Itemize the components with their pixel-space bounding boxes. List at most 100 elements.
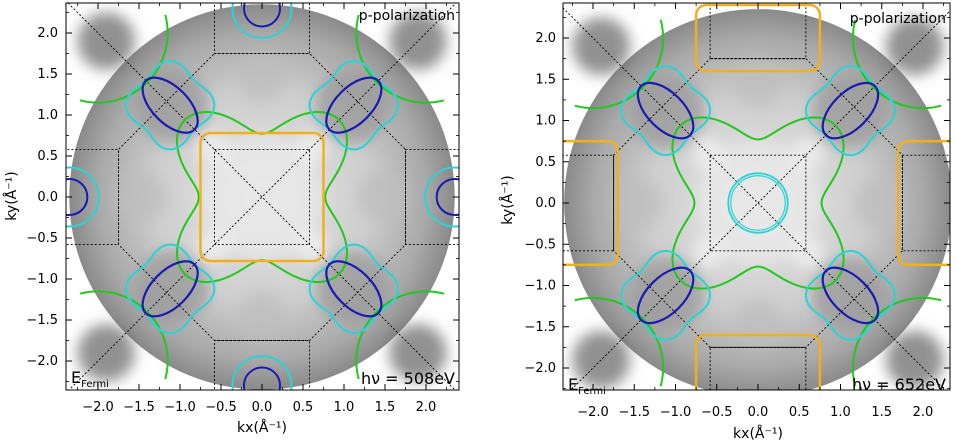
axis-ticks-left: −2.0 −1.5 −1.0 −0.5 0.0 0.5 1.0 1.5 2.0 −2.0 −1.5 −…	[26, 3, 459, 415]
x-tick-label-0: −2.0	[82, 400, 114, 415]
x-tick-label-1: −1.5	[123, 400, 155, 415]
zone-boundary-right	[563, 3, 950, 390]
fermi-surface-contours-right	[563, 3, 950, 390]
green-contour-arc-0	[355, 14, 445, 104]
intensity-blob-7	[852, 178, 903, 228]
intensity-blob-6	[733, 297, 783, 348]
x-tick-label-4: 0.0	[748, 405, 769, 420]
fermi-surface-contours-left	[66, 3, 459, 390]
y-tick-label-6: 1.0	[37, 108, 58, 123]
x-tick-label-6: 1.0	[830, 405, 851, 420]
blue-lens-1	[636, 81, 695, 140]
x-tick-label-8: 2.0	[416, 400, 437, 415]
cyan-contour-2	[804, 249, 896, 341]
blue-lens-3	[636, 266, 695, 325]
y-axis-title-right: ky(Å⁻¹)	[499, 175, 516, 224]
cyan-contour-1	[124, 59, 216, 151]
zone-octagon	[613, 58, 903, 348]
green-contour-arc-0	[851, 19, 942, 110]
blue-lens-2	[821, 266, 880, 325]
zone-octagon	[118, 53, 406, 341]
cyan-contour-2	[308, 243, 400, 335]
cyan-edge-pocket-3	[66, 166, 100, 228]
intensity-blob-8	[613, 178, 664, 228]
cyan-contour-0	[804, 65, 896, 157]
cyan-contour-0	[308, 59, 400, 151]
energy-label-left-right: EFermi	[568, 375, 606, 397]
y-tick-label-7: 1.5	[37, 67, 58, 82]
y-tick-label-8: 2.0	[535, 31, 556, 46]
orange-contour-0	[199, 131, 325, 263]
polarization-label-right: p-polarization	[850, 11, 946, 27]
blue-lens-3	[141, 260, 199, 318]
left-panel: −2.0 −1.5 −1.0 −0.5 0.0 0.5 1.0 1.5 2.0 −2.0 −1.5 −…	[3, 2, 460, 436]
cyan-contour-3	[124, 243, 216, 335]
y-tick-label-7: 1.5	[535, 72, 556, 87]
y-tick-label-2: −1.0	[26, 272, 58, 287]
plot-frame-right	[562, 2, 951, 391]
x-tick-label-4: 0.0	[252, 400, 273, 415]
intensity-blob-7	[356, 172, 406, 222]
energy-label-main-right: E	[568, 375, 578, 394]
zone-outer-square-3	[66, 148, 119, 246]
x-tick-label-7: 1.5	[375, 400, 396, 415]
blue-lens-2	[325, 260, 383, 318]
y-tick-label-5: 0.5	[535, 155, 556, 170]
orange-contour-2	[897, 139, 950, 267]
x-tick-label-2: −1.0	[660, 405, 692, 420]
cyan-edge-pocket-2	[424, 166, 459, 228]
blue-lens-0	[821, 81, 880, 140]
y-tick-label-8: 2.0	[37, 26, 58, 41]
intensity-blob-6	[237, 291, 287, 341]
zone-diagonal-2	[570, 10, 950, 390]
intensity-blob-8	[118, 172, 168, 222]
x-tick-label-3: −0.5	[205, 400, 237, 415]
y-tick-label-4: 0.0	[37, 190, 58, 205]
orange-contour-3	[563, 139, 619, 267]
green-contour-arc-3	[79, 290, 169, 380]
polarization-label-left: p-polarization	[359, 8, 455, 24]
orange-contour-1	[694, 333, 822, 390]
green-contour-arc-1	[574, 19, 665, 110]
zone-outer-square-1	[213, 340, 311, 390]
blue-edge-pocket-0	[242, 3, 282, 28]
zone-diagonal-1	[67, 3, 456, 390]
x-axis-title-right: kx(Å⁻¹)	[733, 425, 783, 441]
cyan-center-pocket-outer	[727, 172, 789, 234]
y-tick-label-3: −0.5	[524, 237, 556, 252]
y-tick-label-6: 1.0	[535, 114, 556, 129]
y-axis-title-left: ky(Å⁻¹)	[3, 171, 20, 220]
cyan-contour-1	[620, 65, 712, 157]
y-tick-label-0: −2.0	[26, 354, 58, 369]
blue-edge-pocket-3	[66, 177, 89, 217]
energy-label-left: EFermi	[71, 368, 109, 390]
axis-ticks-right: −2.0 −1.5 −1.0 −0.5 0.0 0.5 1.0 1.5 2.0−2.0−1.5−…	[524, 3, 950, 420]
y-tick-label-1: −1.5	[524, 320, 556, 335]
x-tick-label-3: −0.5	[701, 405, 733, 420]
blue-edge-pocket-1	[242, 366, 282, 390]
energy-label-sub-right: Fermi	[578, 386, 606, 397]
green-contour-arc-3	[574, 296, 665, 387]
zone-diagonal-2	[68, 3, 457, 390]
cyan-contour-3	[620, 249, 712, 341]
y-tick-label-3: −0.5	[26, 231, 58, 246]
intensity-blob-15	[389, 324, 447, 382]
zone-outer-square-0	[213, 3, 311, 54]
x-tick-label-5: 0.5	[789, 405, 810, 420]
blue-lens-1	[141, 76, 199, 134]
energy-label-main-left: E	[71, 368, 81, 387]
energy-label-sub-left: Fermi	[81, 379, 109, 390]
y-tick-label-5: 0.5	[37, 149, 58, 164]
blue-edge-pocket-2	[435, 177, 459, 217]
intensity-blob-13	[389, 12, 447, 70]
x-tick-label-6: 1.0	[334, 400, 355, 415]
right-panel: −2.0 −1.5 −1.0 −0.5 0.0 0.5 1.0 1.5 2.0−2.0−1.5−…	[499, 2, 951, 441]
y-tick-label-0: −2.0	[524, 361, 556, 376]
intensity-blob-5	[237, 53, 287, 103]
x-tick-label-1: −1.5	[618, 405, 650, 420]
y-tick-label-1: −1.5	[26, 313, 58, 328]
cyan-center-pocket-inner	[730, 175, 786, 231]
zone-center-square	[213, 148, 311, 246]
x-tick-label-8: 2.0	[913, 405, 934, 420]
